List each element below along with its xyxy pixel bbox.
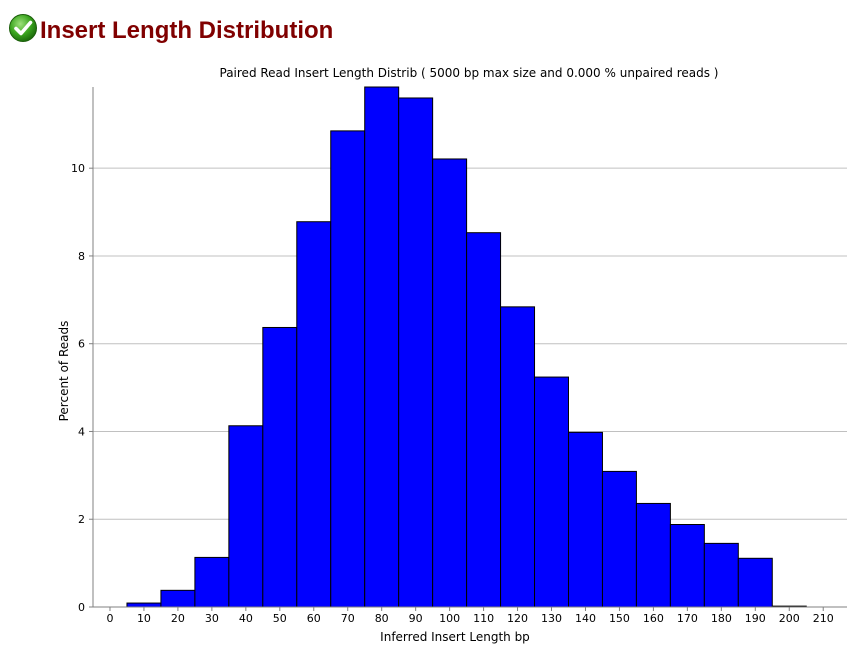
bar <box>228 425 264 608</box>
x-tick-label: 20 <box>171 612 185 625</box>
bar <box>500 306 536 608</box>
x-tick-label: 60 <box>307 612 321 625</box>
bar <box>737 557 773 608</box>
x-tick-label: 150 <box>609 612 630 625</box>
y-tick-label: 0 <box>78 601 85 614</box>
bar <box>296 221 332 608</box>
x-tick-label: 10 <box>137 612 151 625</box>
page-header: Insert Length Distribution <box>8 8 333 48</box>
bars <box>126 86 807 608</box>
x-tick-label: 130 <box>541 612 562 625</box>
bar <box>534 376 569 608</box>
y-tick-label: 8 <box>78 250 85 263</box>
x-tick-label: 30 <box>205 612 219 625</box>
bar <box>160 589 196 608</box>
x-tick-label: 80 <box>375 612 389 625</box>
y-tick-label: 6 <box>78 338 85 351</box>
x-tick-label: 190 <box>745 612 766 625</box>
x-tick-label: 200 <box>779 612 800 625</box>
bar <box>567 431 603 608</box>
x-tick-label: 180 <box>711 612 732 625</box>
bar <box>330 130 366 608</box>
x-tick-label: 170 <box>677 612 698 625</box>
x-tick-label: 100 <box>439 612 460 625</box>
bar <box>601 470 637 608</box>
page-title: Insert Length Distribution <box>40 17 334 44</box>
bar <box>194 556 230 608</box>
bar <box>703 542 739 608</box>
bar <box>669 524 705 608</box>
bar <box>262 326 298 608</box>
x-tick-label: 140 <box>575 612 596 625</box>
y-tick-label: 4 <box>78 425 85 438</box>
x-tick-label: 50 <box>273 612 287 625</box>
bar <box>398 97 434 608</box>
bar <box>635 502 671 608</box>
x-tick-label: 0 <box>106 612 113 625</box>
x-tick-label: 70 <box>341 612 355 625</box>
x-tick-label: 120 <box>507 612 528 625</box>
check-icon <box>8 13 38 43</box>
x-tick-label: 40 <box>239 612 253 625</box>
x-tick-label: 210 <box>813 612 834 625</box>
x-axis-label: Inferred Insert Length bp <box>380 630 530 644</box>
x-tick-label: 90 <box>409 612 423 625</box>
x-tick-label: 160 <box>643 612 664 625</box>
y-tick-label: 10 <box>71 162 85 175</box>
bar <box>126 602 162 608</box>
bar <box>432 158 468 608</box>
x-tick-label: 110 <box>473 612 494 625</box>
y-tick-label: 2 <box>78 513 85 526</box>
chart-title: Paired Read Insert Length Distrib ( 5000… <box>220 66 719 80</box>
bar <box>364 86 400 608</box>
bar <box>466 232 502 608</box>
y-axis-label: Percent of Reads <box>57 321 71 422</box>
